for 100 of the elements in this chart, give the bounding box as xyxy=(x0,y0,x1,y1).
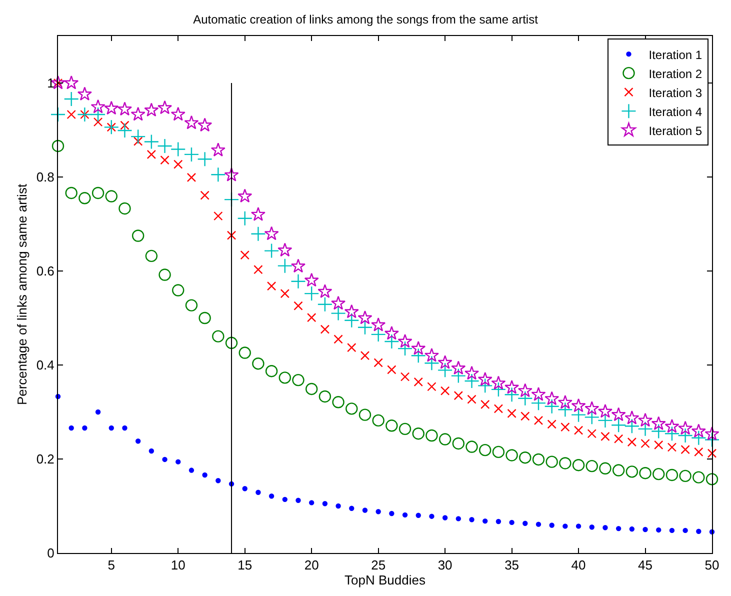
point xyxy=(130,106,146,121)
point xyxy=(308,500,314,506)
point xyxy=(278,372,291,384)
point xyxy=(65,186,78,200)
point xyxy=(370,326,386,342)
x-tick-label: 35 xyxy=(504,558,520,573)
point xyxy=(238,188,252,203)
point xyxy=(145,250,158,262)
point xyxy=(411,340,426,355)
point xyxy=(624,418,640,434)
point xyxy=(664,418,680,433)
point xyxy=(492,446,505,458)
point xyxy=(317,296,333,312)
y-tick-label: 0.8 xyxy=(36,170,54,185)
y-tick-label: 0 xyxy=(47,546,54,561)
point xyxy=(292,374,304,386)
point xyxy=(679,470,692,482)
point xyxy=(680,445,690,454)
point xyxy=(162,456,168,462)
x-axis-title: TopN Buddies xyxy=(344,572,426,588)
point xyxy=(450,368,466,384)
point xyxy=(294,301,303,310)
point xyxy=(224,168,239,182)
point xyxy=(122,425,128,431)
point xyxy=(198,312,211,324)
point xyxy=(290,274,306,289)
x-tick-label: 15 xyxy=(238,558,252,573)
point xyxy=(586,460,598,472)
point xyxy=(184,146,200,162)
point xyxy=(466,440,478,453)
chart-title: Automatic creation of links among the songs from the same artist xyxy=(193,12,539,26)
point xyxy=(77,106,92,122)
point xyxy=(336,503,341,509)
point xyxy=(572,459,585,472)
point xyxy=(347,343,356,352)
point xyxy=(357,320,373,335)
point xyxy=(278,242,292,257)
point xyxy=(704,432,720,448)
point xyxy=(144,102,159,117)
point xyxy=(240,250,250,260)
x-tick-label: 10 xyxy=(170,558,186,573)
point xyxy=(398,422,412,436)
point xyxy=(707,448,717,458)
legend-label: Iteration 2 xyxy=(648,66,702,81)
point xyxy=(387,365,396,374)
point xyxy=(610,418,626,433)
point xyxy=(678,420,693,435)
y-axis-title: Percentage of links among same artist xyxy=(14,184,30,406)
point xyxy=(626,466,638,478)
legend-label: Iteration 1 xyxy=(648,48,702,62)
point xyxy=(664,426,680,442)
point xyxy=(254,264,263,274)
point xyxy=(666,468,678,482)
point xyxy=(504,387,520,402)
x-tick-label: 50 xyxy=(704,558,720,573)
point xyxy=(424,348,439,362)
point xyxy=(362,508,368,513)
point xyxy=(438,433,452,446)
point xyxy=(656,527,662,533)
point xyxy=(158,100,172,114)
point xyxy=(90,106,106,122)
point xyxy=(574,426,584,435)
point xyxy=(64,75,79,90)
point xyxy=(331,296,346,310)
point xyxy=(158,268,171,281)
point xyxy=(389,510,394,516)
point xyxy=(544,391,560,406)
point xyxy=(174,160,183,169)
point xyxy=(50,106,66,122)
point xyxy=(611,407,626,422)
point xyxy=(559,457,572,470)
point xyxy=(464,366,480,380)
point xyxy=(427,382,436,392)
point xyxy=(282,496,288,502)
point xyxy=(638,412,653,427)
point xyxy=(587,429,596,438)
point xyxy=(78,192,91,204)
point xyxy=(504,380,520,394)
point xyxy=(384,334,400,350)
point xyxy=(456,516,462,522)
point xyxy=(210,167,226,182)
point xyxy=(216,478,221,484)
point xyxy=(398,334,412,348)
point xyxy=(576,524,582,529)
point xyxy=(265,365,278,378)
point xyxy=(467,394,476,404)
point xyxy=(157,138,172,154)
point xyxy=(602,525,608,530)
point xyxy=(518,383,532,398)
point xyxy=(118,202,131,215)
point xyxy=(296,498,301,503)
point xyxy=(424,356,440,371)
point xyxy=(642,526,648,532)
point xyxy=(304,286,320,302)
point xyxy=(250,226,266,242)
point xyxy=(562,524,568,529)
point xyxy=(478,378,493,394)
point xyxy=(360,351,370,360)
point xyxy=(438,355,452,369)
point xyxy=(170,142,186,157)
